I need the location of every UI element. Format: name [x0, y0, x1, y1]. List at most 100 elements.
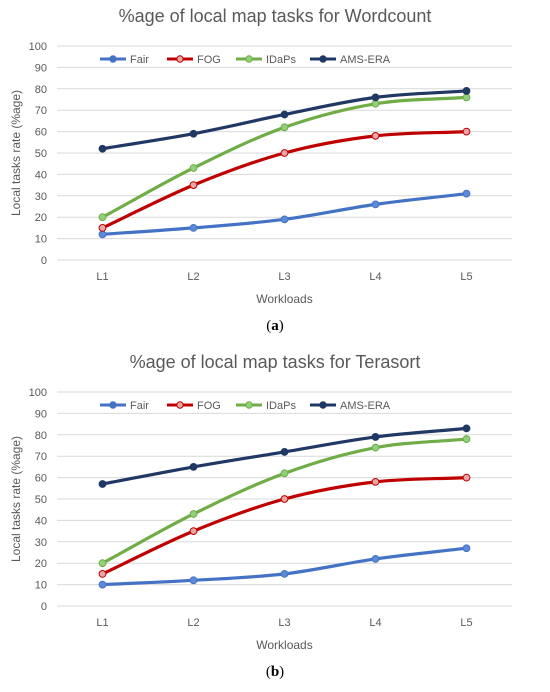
y-axis-label: Local tasks rate (%age) [9, 90, 23, 216]
x-tick-label: L2 [187, 271, 199, 283]
x-tick-label: L3 [278, 617, 290, 629]
data-point [462, 87, 471, 95]
legend-item: Fair [100, 400, 149, 412]
chart-title: %age of local map tasks for Terasort [130, 352, 421, 372]
data-point [98, 224, 107, 232]
data-point [98, 213, 107, 222]
chart-panel-b: %age of local map tasks for Terasort 0 10 2… [0, 346, 550, 692]
data-point [280, 149, 289, 157]
data-point [189, 164, 198, 172]
x-tick-label: L5 [460, 271, 472, 283]
y-tick-label: 50 [35, 148, 47, 160]
figure-caption-letter: b [271, 664, 279, 680]
y-tick-label: 0 [41, 255, 47, 267]
x-tick-label: L2 [187, 617, 199, 629]
legend-label: IDaPs [266, 400, 296, 412]
data-point [280, 570, 289, 578]
y-tick-label: 40 [35, 515, 47, 527]
y-tick-label: 90 [35, 408, 47, 420]
data-point [280, 123, 289, 132]
x-tick-label: L4 [369, 271, 381, 283]
data-point [189, 129, 198, 138]
data-point [98, 580, 107, 589]
y-tick-label: 20 [35, 212, 47, 224]
y-tick-label: 30 [35, 191, 47, 203]
data-point [280, 110, 289, 119]
legend-label: FOG [197, 400, 221, 412]
legend-marker [109, 55, 117, 63]
y-tick-label: 10 [35, 580, 47, 592]
legend-item: AMS-ERA [310, 54, 391, 66]
y-tick-label: 20 [35, 558, 47, 570]
y-tick-label: 60 [35, 473, 47, 485]
data-point [462, 435, 471, 443]
x-tick-label: L3 [278, 271, 290, 283]
x-tick-label: L1 [96, 271, 108, 283]
series-line [100, 130, 469, 230]
figure-caption: (b) [266, 664, 284, 680]
series-line [100, 546, 469, 587]
data-point [371, 200, 380, 209]
data-point [189, 463, 198, 471]
data-point [98, 230, 107, 239]
x-axis-label: Workloads [256, 292, 312, 306]
data-point [280, 469, 289, 478]
data-point [189, 181, 198, 190]
data-point [371, 99, 380, 108]
data-point [98, 570, 107, 578]
data-point [189, 224, 198, 232]
series-line [100, 476, 469, 576]
legend-marker [245, 55, 253, 63]
y-tick-label: 70 [35, 105, 47, 117]
data-point [371, 131, 380, 140]
data-point [462, 544, 471, 553]
legend-label: FOG [197, 54, 221, 66]
legend-label: AMS-ERA [340, 400, 391, 412]
legend-marker [176, 401, 184, 409]
legend-item: IDaPs [236, 400, 296, 412]
legend-marker [109, 401, 117, 409]
data-point [189, 576, 198, 585]
data-point [98, 144, 107, 153]
y-tick-label: 80 [35, 430, 47, 442]
y-axis-label: Local tasks rate (%age) [9, 436, 23, 562]
figure-caption-letter: a [271, 318, 279, 334]
y-tick-label: 10 [35, 234, 47, 246]
data-point [189, 527, 198, 536]
y-tick-label: 100 [29, 387, 47, 399]
legend-item: AMS-ERA [310, 400, 391, 412]
x-tick-label: L4 [369, 617, 381, 629]
y-tick-label: 0 [41, 601, 47, 613]
y-tick-label: 40 [35, 169, 47, 181]
data-point [371, 555, 380, 563]
data-point [371, 443, 380, 452]
legend-label: IDaPs [266, 54, 296, 66]
data-point [189, 510, 198, 518]
y-tick-label: 100 [29, 41, 47, 53]
data-point [98, 559, 107, 568]
data-point [462, 93, 471, 102]
y-tick-label: 50 [35, 494, 47, 506]
data-point [371, 433, 380, 441]
data-point [280, 495, 289, 503]
chart-panel-a: %age of local map tasks for Wordcount 0 10… [9, 6, 512, 334]
y-tick-label: 90 [35, 62, 47, 74]
data-point [98, 480, 107, 488]
legend-marker [245, 401, 253, 409]
x-axis-label: Workloads [256, 638, 312, 652]
data-point [280, 215, 289, 224]
data-point [462, 424, 471, 433]
figure-caption: (a) [266, 318, 284, 334]
legend-item: Fair [100, 54, 149, 66]
data-point [371, 93, 380, 102]
legend-label: AMS-ERA [340, 54, 391, 66]
data-point [462, 127, 471, 136]
x-tick-label: L5 [460, 617, 472, 629]
chart-a: %age of local map tasks for Wordcount 0 10… [9, 6, 512, 334]
y-tick-label: 70 [35, 451, 47, 463]
legend-label: Fair [130, 400, 149, 412]
legend-label: Fair [130, 54, 149, 66]
legend-item: FOG [167, 54, 221, 66]
legend-marker [176, 55, 184, 63]
legend-marker [319, 55, 327, 63]
